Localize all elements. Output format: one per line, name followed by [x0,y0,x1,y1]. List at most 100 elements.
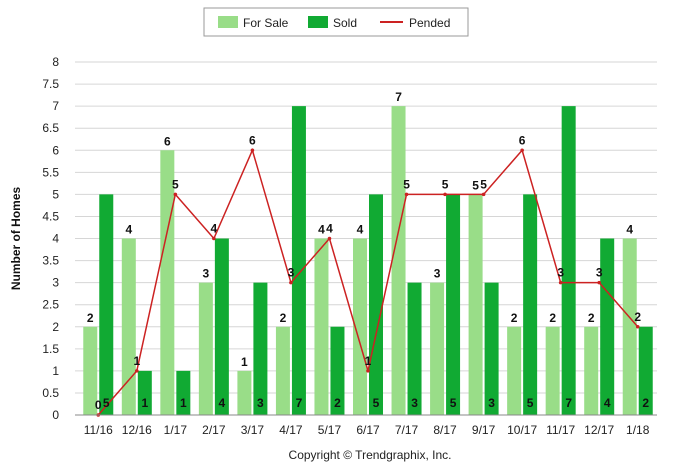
data-label-pended: 1 [133,354,140,368]
data-label-sold: 3 [257,396,264,410]
data-label-pended: 3 [288,266,295,280]
y-tick-label: 3.5 [42,254,59,268]
legend-box [203,7,469,37]
bar-sold [407,282,422,415]
data-label-for-sale: 2 [87,311,94,325]
pended-point [327,236,332,241]
data-label-pended: 5 [442,177,449,191]
x-tick-label: 1/18 [626,423,650,437]
x-tick-label: 8/17 [433,423,457,437]
x-tick-label: 7/17 [395,423,419,437]
bar-for-sale [545,326,560,415]
y-tick-label: 2 [52,320,59,334]
bar-sold [137,370,152,415]
data-label-for-sale: 6 [164,134,171,148]
legend: For Sale Sold Pended [203,7,469,37]
legend-label-sold: Sold [333,16,357,30]
x-tick-label: 12/16 [122,423,152,437]
bar-sold [253,282,268,415]
data-label-for-sale: 4 [357,223,364,237]
y-tick-label: 0.5 [42,386,59,400]
pended-point [212,236,216,241]
y-tick-label: 4.5 [42,209,59,223]
pended-point [366,369,370,373]
data-label-pended: 1 [365,354,372,368]
bar-sold [291,106,306,415]
data-label-sold: 7 [296,396,303,410]
bar-sold [523,194,538,415]
data-label-sold: 5 [527,396,534,410]
data-label-pended: 2 [634,310,641,324]
data-label-for-sale: 1 [241,355,248,369]
y-tick-label: 7 [52,99,59,113]
bar-for-sale [198,282,213,415]
bar-sold [484,282,499,415]
legend-label-for-sale: For Sale [243,16,289,30]
data-label-pended: 6 [519,133,526,147]
x-tick-label: 5/17 [318,423,342,437]
x-tick-label: 1/17 [164,423,188,437]
x-tick-label: 10/17 [507,423,537,437]
y-tick-label: 1 [52,364,59,378]
pended-point [635,324,640,329]
x-tick-label: 2/17 [202,423,226,437]
data-label-for-sale: 7 [395,90,402,104]
y-tick-label: 1.5 [42,342,59,356]
data-label-for-sale: 3 [434,267,441,281]
data-label-for-sale: 3 [203,267,210,281]
data-label-sold: 3 [488,396,495,410]
y-tick-label: 2.5 [42,298,59,312]
x-tick-label: 9/17 [472,423,496,437]
data-label-sold: 2 [334,396,341,410]
bar-sold [176,370,191,415]
data-label-sold: 1 [141,396,148,410]
pended-point [173,192,178,197]
copyright-footer: Copyright © Trendgraphix, Inc. [289,448,452,462]
bar-for-sale [507,326,522,415]
y-tick-label: 6.5 [42,121,59,135]
y-tick-label: 6 [52,143,59,157]
data-label-sold: 1 [180,396,187,410]
data-label-for-sale: 5 [472,178,479,192]
data-label-sold: 4 [604,396,611,410]
bar-for-sale [121,238,136,415]
pended-point [289,280,293,285]
bar-sold [446,194,461,415]
bar-sold [330,326,345,415]
bar-sold [214,238,229,415]
y-tick-label: 0 [52,408,59,422]
data-label-pended: 4 [211,222,218,236]
data-label-pended: 6 [249,133,256,147]
data-label-for-sale: 2 [588,311,595,325]
data-label-pended: 4 [326,222,333,236]
bar-for-sale [622,238,637,415]
data-label-sold: 7 [565,396,572,410]
y-tick-label: 7.5 [42,77,59,91]
bars [83,106,653,415]
data-label-for-sale: 4 [626,223,633,237]
legend-label-pended: Pended [409,16,450,30]
x-tick-label: 11/16 [84,423,113,437]
bar-for-sale [353,238,367,415]
data-label-sold: 5 [103,396,110,410]
pended-point [250,148,255,153]
data-label-sold: 3 [411,396,418,410]
data-label-pended: 5 [403,177,410,191]
bar-for-sale [430,282,445,415]
x-tick-label: 11/17 [546,423,575,437]
data-label-pended: 3 [557,266,564,280]
y-tick-label: 4 [52,232,59,246]
data-label-pended: 5 [172,177,179,191]
data-label-sold: 2 [642,396,649,410]
bar-for-sale [391,106,406,415]
bar-sold [369,194,383,415]
bar-for-sale [275,326,290,415]
pended-point [558,280,563,285]
y-axis-title: Number of Homes [9,187,23,291]
y-tick-label: 8 [52,55,59,69]
pended-line [96,148,640,417]
bar-for-sale [237,370,252,415]
legend-swatch-sold [308,16,328,28]
y-tick-labels: 0 0.5 1 1.5 2 2.5 3 3.5 4 4.5 5 5.5 6 6.5 7 7.5 8 [42,55,59,422]
